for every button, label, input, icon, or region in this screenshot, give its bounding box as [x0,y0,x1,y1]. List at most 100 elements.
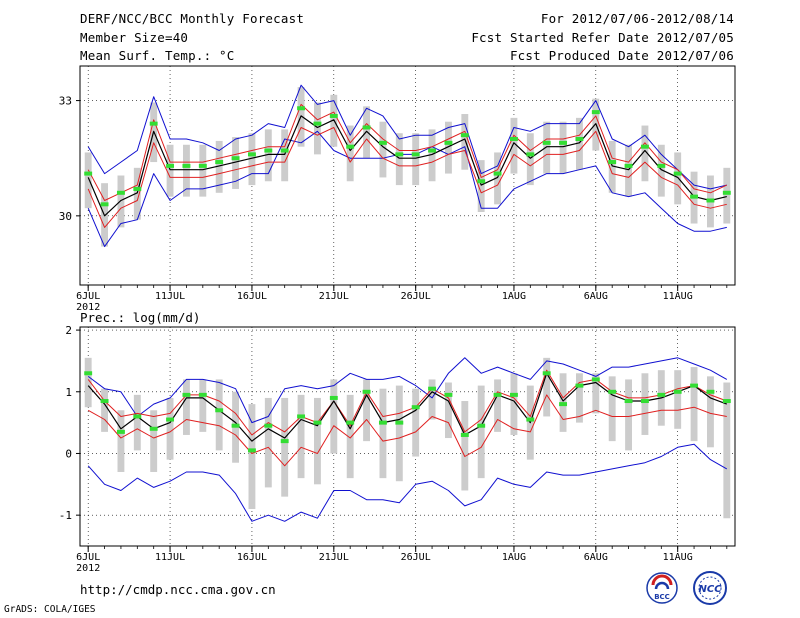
prec-max-line [87,357,728,424]
temp-xtick-label: 11AUG [663,291,693,302]
prec-median-marker [460,432,469,437]
temp-min-line [87,130,727,248]
prec-spread-bar [330,379,338,454]
prec-median-marker [657,392,666,397]
prec-spread-bar [363,379,371,442]
temp-median-marker [428,148,437,153]
prec-median-marker [673,389,682,394]
temp-spread-bar [346,125,354,182]
temp-spread-bar [117,175,125,228]
prec-median-marker [690,383,699,388]
prec-spread-bar [575,373,583,423]
temp-spread-bar [657,144,665,197]
prec-spread-bar [641,373,649,435]
chart-title: DERF/NCC/BCC Monthly Forecast [80,11,305,26]
prec-panel-title: Prec.: log(mm/d) [80,310,200,325]
prec-median-marker [247,448,256,453]
prec-median-marker [116,429,125,434]
prec-ytick-label: 0 [65,447,72,460]
prec-median-marker [509,392,518,397]
prec-median-marker [198,392,207,397]
temp-median-marker [231,156,240,161]
temp-spread-bar [84,152,92,209]
temp-lower-line [87,127,727,228]
prec-spread-bar [428,379,436,420]
temp-median-marker [575,137,584,141]
temp-median-marker [395,152,404,157]
temp-spread-bar [674,152,682,205]
temp-median-marker [329,113,338,118]
variable-label: Mean Surf. Temp.: °C [80,48,235,63]
temp-median-marker [673,171,682,176]
temp-frame [79,65,736,286]
prec-xtick-label: 6AUG [584,552,608,563]
temp-spread-bar [248,133,256,186]
temp-median-marker [84,171,93,176]
prec-xtick-label: 16JUL [237,552,267,563]
temp-median-marker [477,179,486,184]
prec-spread-bar [510,373,518,435]
temp-median-marker [215,160,224,165]
ncc-logo: NCC [693,571,727,605]
prec-median-marker [477,423,486,428]
temp-median-marker [706,198,715,203]
prec-median-marker [706,389,715,394]
prec-ytick-label: 1 [65,386,72,399]
temp-median-marker [493,171,502,176]
temp-spread-bar [641,125,649,182]
prec-median-marker [182,392,191,397]
temp-spread-bar [510,117,518,174]
temp-upper-line [87,103,728,201]
temp-xtick-label: 1AUG [502,291,526,302]
temp-spread-bar [281,129,289,182]
prec-xtick-label: 11JUL [155,552,185,563]
prec-spread-bar [723,382,731,519]
temp-median-marker [346,144,355,149]
prec-median-marker [395,420,404,425]
temp-median-marker [640,144,649,149]
temp-spread-bar [444,121,452,174]
prec-median-marker [346,420,355,425]
temp-spread-bar [559,121,567,174]
prec-spread-bar [84,357,92,408]
temp-median-marker [182,163,191,168]
prec-ytick-label: 2 [65,324,72,337]
temp-median-marker [542,140,551,145]
prec-median-marker [722,399,731,404]
prec-spread-bar [625,379,633,451]
prec-frame [79,326,736,547]
temp-mean-line [87,115,727,217]
prec-median-marker [575,383,584,388]
prec-median-marker [100,399,109,404]
temp-spread-bar [625,144,633,197]
temp-median-marker [509,137,518,141]
temp-spread-bar [477,160,485,212]
temp-median-marker [198,163,207,168]
prec-xtick-sublabel: 2012 [76,563,100,574]
temp-spread-bar [313,102,321,155]
footer-url[interactable]: http://cmdp.ncc.cma.gov.cn [80,582,276,597]
prec-xtick-label: 6JUL [76,552,100,563]
temp-spread-bar [379,121,387,178]
prec-upper-line [87,369,727,436]
prec-median-marker [378,420,387,425]
prec-spread-bar [706,376,714,448]
prec-median-marker [166,417,175,422]
prec-median-marker [542,371,551,376]
temp-ytick-label: 33 [59,95,72,108]
temp-spread-bar [526,133,534,186]
forecast-period: For 2012/07/06-2012/08/14 [540,11,734,26]
prec-median-marker [84,371,93,376]
member-size: Member Size=40 [80,30,189,45]
temp-spread-bar [461,114,469,170]
prec-xtick-label: 11AUG [663,552,693,563]
temp-median-marker [313,121,322,126]
prec-lower-line [87,394,727,467]
prec-median-marker [149,426,158,431]
prec-spread-bar [182,379,190,435]
temp-median-marker [116,190,125,195]
temp-xtick-sublabel: 2012 [76,302,100,313]
prec-spread-bar [543,357,551,417]
prec-median-marker [280,439,289,444]
